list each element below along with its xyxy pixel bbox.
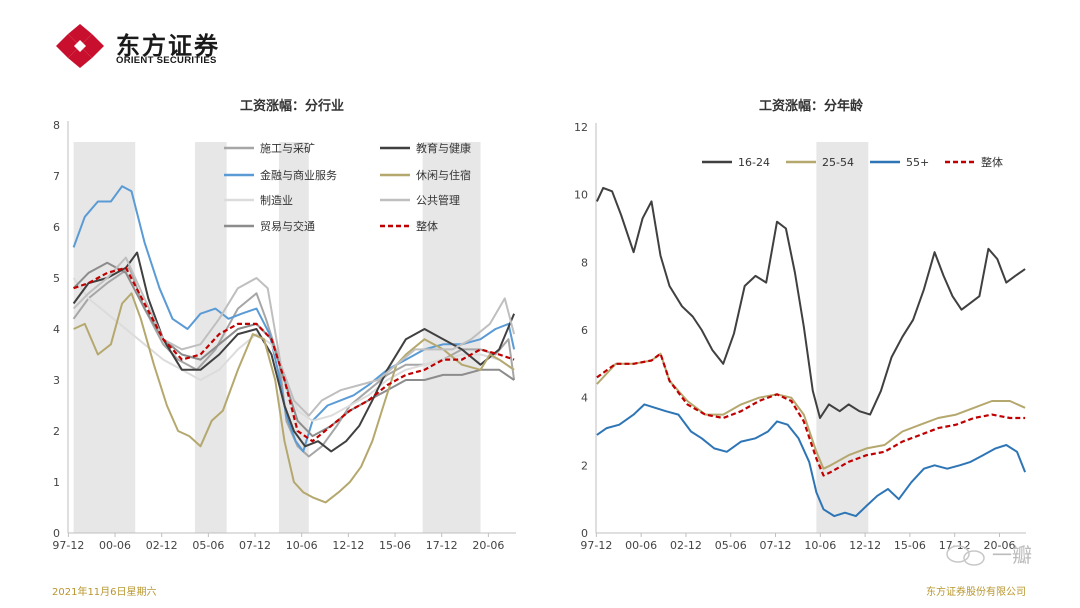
x-tick-label: 07-12 (239, 539, 271, 552)
x-tick-label: 20-06 (472, 539, 504, 552)
series-line-3 (596, 352, 1026, 477)
legend-label: 整体 (416, 219, 438, 233)
chart-age-svg: 工资涨幅：分年龄 0 2 4 6 8 10 12 97-12 00-06 02-12 05-06 07-… (574, 98, 1027, 552)
y-tick-label: 0 (53, 527, 60, 540)
y-tick-label: 10 (574, 189, 588, 202)
legend-label: 制造业 (260, 193, 293, 207)
chart-title: 工资涨幅：分行业 (240, 98, 344, 114)
series-line-0 (595, 186, 1026, 419)
x-tick-label: 12-12 (849, 539, 881, 552)
x-tick-label: 10-06 (286, 539, 318, 552)
x-tick-label: 97-12 (580, 539, 612, 552)
x-tick-label: 05-06 (715, 539, 747, 552)
logo-mark-icon (56, 24, 104, 68)
logo-text-en: ORIENT SECURITIES (116, 55, 217, 66)
x-tick-label: 07-12 (760, 539, 792, 552)
footer-company: 东方证券股份有限公司 (926, 587, 1026, 598)
legend-label: 整体 (981, 155, 1003, 169)
shaded-period-2 (278, 142, 309, 533)
x-tick-label: 00-06 (99, 539, 131, 552)
series-line-4 (72, 251, 516, 453)
x-tick-label: 02-12 (146, 539, 178, 552)
y-tick-label: 6 (53, 221, 60, 234)
shaded-period-3 (422, 142, 481, 533)
x-tick-label: 17-12 (939, 539, 971, 552)
legend-label: 金融与商业服务 (260, 168, 337, 182)
legend-label: 休闲与住宿 (416, 168, 471, 182)
series-line-0 (72, 266, 516, 458)
x-tick-label: 97-12 (52, 539, 84, 552)
chart-title: 工资涨幅：分年龄 (759, 98, 864, 114)
x-tick-label: 00-06 (625, 539, 657, 552)
chart-industry: 工资涨幅：分行业 0 1 2 3 4 5 6 7 8 97-12 00-06 02-12 05-06 07-… (28, 90, 540, 560)
y-tick-label: 8 (53, 119, 60, 132)
legend-label: 25-54 (822, 156, 854, 169)
y-tick-label: 2 (53, 425, 60, 438)
x-tick-label: 12-12 (332, 539, 364, 552)
chart-industry-svg: 工资涨幅：分行业 0 1 2 3 4 5 6 7 8 97-12 00-06 02-12 05-06 07-… (52, 98, 516, 552)
logo-text-cn: 东方证券 (116, 32, 220, 60)
y-tick-label: 7 (53, 170, 60, 183)
logo: 东方证券 ORIENT SECURITIES (52, 24, 252, 68)
y-tick-label: 4 (581, 392, 588, 405)
watermark-chat-icon: 一瓣 (946, 543, 1032, 567)
legend-label: 教育与健康 (416, 141, 471, 155)
y-tick-label: 0 (581, 527, 588, 540)
legend-label: 16-24 (738, 156, 770, 169)
y-tick-label: 3 (53, 374, 60, 387)
chart-age: 工资涨幅：分年龄 0 2 4 6 8 10 12 97-12 00-06 02-12 05-06 07-… (552, 90, 1052, 560)
series-line-7 (73, 266, 515, 443)
x-tick-label: 15-06 (379, 539, 411, 552)
y-tick-label: 6 (581, 324, 588, 337)
watermark-text: 一瓣 (992, 543, 1032, 567)
x-tick-label: 02-12 (670, 539, 702, 552)
legend-label: 公共管理 (416, 193, 460, 207)
x-tick-label: 20-06 (983, 539, 1015, 552)
x-tick-label: 05-06 (192, 539, 224, 552)
x-tick-label: 15-06 (894, 539, 926, 552)
series-line-5 (73, 292, 515, 504)
x-tick-label: 17-12 (426, 539, 458, 552)
legend-label: 55+ (906, 156, 929, 169)
x-tick-label: 10-06 (804, 539, 836, 552)
shaded-period-0 (73, 142, 136, 533)
y-tick-label: 1 (53, 476, 60, 489)
series-line-3 (72, 261, 515, 438)
footer-date: 2021年11月6日星期六 (52, 587, 157, 598)
y-tick-label: 12 (574, 121, 588, 134)
y-tick-label: 2 (581, 459, 588, 472)
y-tick-label: 5 (53, 272, 60, 285)
series-line-2 (596, 403, 1027, 518)
legend-label: 贸易与交通 (260, 219, 315, 233)
y-tick-label: 8 (581, 256, 588, 269)
series-line-6 (72, 256, 516, 417)
y-tick-label: 4 (53, 323, 60, 336)
legend-label: 施工与采矿 (260, 142, 315, 155)
